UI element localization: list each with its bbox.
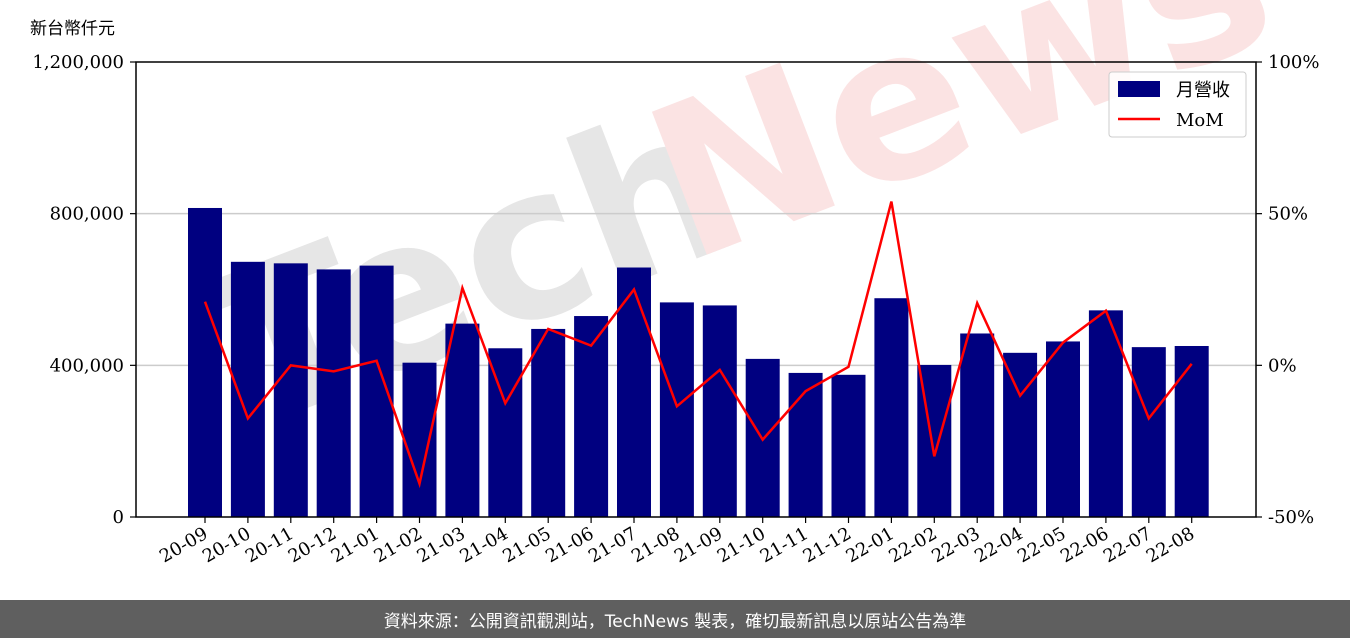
legend-bar-label: 月營收 <box>1176 80 1230 101</box>
x-tick-label: 22-03 <box>928 523 983 567</box>
y-left-tick-label: 1,200,000 <box>32 52 124 73</box>
bar-21-04 <box>488 348 523 517</box>
bar-21-11 <box>788 372 823 517</box>
bar-21-12 <box>831 374 866 517</box>
bar-21-08 <box>659 302 694 517</box>
bar-22-04 <box>1003 352 1038 517</box>
watermark-news-text: News <box>619 0 1302 308</box>
unit-label: 新台幣仟元 <box>30 19 115 39</box>
bar-21-09 <box>702 305 737 517</box>
x-tick-label: 21-08 <box>628 523 683 567</box>
bar-20-12 <box>316 269 351 517</box>
x-tick-label: 22-07 <box>1100 523 1155 567</box>
footer-text: 資料來源：公開資訊觀測站，TechNews 製表，確切最新訊息以原站公告為準 <box>383 611 967 632</box>
x-tick-label: 22-02 <box>885 523 940 567</box>
y-right-tick-label: 100% <box>1268 52 1319 73</box>
y-right-tick-label: 50% <box>1268 204 1308 225</box>
legend-bar-swatch <box>1118 81 1160 97</box>
x-tick-label: 21-09 <box>671 523 726 567</box>
y-left-tick-label: 400,000 <box>50 355 124 376</box>
bar-20-11 <box>273 263 308 517</box>
bar-21-02 <box>402 362 437 517</box>
x-tick-label: 21-12 <box>800 523 855 567</box>
bar-21-03 <box>445 323 480 517</box>
x-tick-label: 21-07 <box>585 523 640 567</box>
x-tick-label: 21-11 <box>757 523 812 567</box>
x-tick-label: 22-05 <box>1014 523 1069 567</box>
bar-21-05 <box>531 328 566 517</box>
legend-line-label: MoM <box>1176 110 1224 131</box>
bar-22-01 <box>874 298 909 517</box>
x-tick-label: 22-06 <box>1057 523 1112 567</box>
y-left-tick-label: 800,000 <box>50 204 124 225</box>
x-tick-label: 20-12 <box>285 523 340 567</box>
bar-22-06 <box>1088 310 1123 517</box>
x-tick-label: 21-06 <box>542 523 597 567</box>
bar-series <box>188 207 1209 517</box>
line-series <box>203 201 1193 489</box>
bar-22-08 <box>1174 345 1209 517</box>
legend: 月營收 MoM <box>1108 71 1247 138</box>
bar-20-09 <box>188 207 222 517</box>
x-tick-label: 20-11 <box>242 523 297 567</box>
footer: 資料來源：公開資訊觀測站，TechNews 製表，確切最新訊息以原站公告為準 <box>0 600 1350 638</box>
x-tick-label: 22-08 <box>1143 523 1198 567</box>
x-tick-label: 21-04 <box>456 523 511 567</box>
revenue-chart: TechNews 0400,000800,0001,200,000-50%0%5… <box>32 0 1319 567</box>
x-tick-label: 20-09 <box>156 523 211 567</box>
bar-21-06 <box>574 316 609 517</box>
bar-22-03 <box>960 333 995 517</box>
bar-22-07 <box>1131 347 1166 517</box>
x-tick-label: 22-04 <box>971 523 1026 567</box>
mom-line <box>203 201 1193 489</box>
plot-frame <box>135 61 1257 518</box>
y-right-tick-label: -50% <box>1268 507 1314 528</box>
x-tick-label: 22-01 <box>842 523 897 567</box>
x-tick-label: 21-10 <box>714 523 769 567</box>
x-tick-label: 21-03 <box>413 523 468 567</box>
y-left-tick-label: 0 <box>113 507 124 528</box>
bar-21-07 <box>617 267 651 517</box>
y-right-tick-label: 0% <box>1268 355 1297 376</box>
x-tick-label: 21-01 <box>328 523 383 567</box>
x-tick-label: 20-10 <box>199 523 254 567</box>
bar-22-05 <box>1046 341 1080 517</box>
x-tick-label: 21-02 <box>371 523 426 567</box>
x-tick-label: 21-05 <box>499 523 554 567</box>
